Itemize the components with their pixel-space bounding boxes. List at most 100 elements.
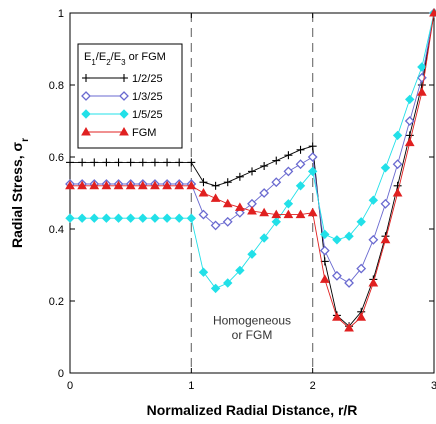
data-point [429,7,436,17]
data-point [307,207,318,217]
legend-marker [82,74,90,82]
data-point [65,213,75,223]
data-point [199,178,208,187]
data-point [247,205,257,215]
data-point [222,198,233,208]
data-point [272,156,281,165]
legend-marker [119,91,129,101]
data-point [283,209,294,219]
data-point [222,216,233,227]
legend-title-part: /E [96,51,106,63]
data-point [320,229,330,240]
data-point [150,213,160,223]
y-tick-label: 0.6 [49,152,64,164]
data-point [210,193,221,202]
data-point [332,270,342,281]
data-point [368,195,379,205]
data-point [307,152,318,162]
data-point [198,267,209,277]
legend-label: 1/5/25 [132,109,163,121]
data-point [392,159,403,170]
data-point [78,158,87,167]
series-2 [65,8,436,294]
legend-marker [119,109,129,119]
y-axis-title-sub: r [20,138,31,142]
data-point [162,213,172,223]
legend-title-part: /E [111,51,121,63]
data-point [138,158,147,167]
legend-entry-0: 1/2/25 [82,73,163,85]
data-point [332,312,342,321]
data-point [174,180,185,190]
region-boundary-lines [190,13,314,373]
data-point [296,145,305,154]
data-point [66,158,74,167]
data-point [295,159,306,170]
plot-frame [69,12,435,374]
x-tick-label: 1 [188,380,194,392]
data-point [319,274,330,283]
legend-entry-3: FGM [81,126,156,139]
data-point [125,213,136,223]
data-point [163,158,172,167]
legend-marker [81,91,91,101]
data-point [235,172,244,181]
data-point [417,62,427,72]
data-point [392,187,403,197]
legend-marker [119,126,129,136]
legend-marker [120,74,128,82]
data-point [113,180,124,190]
legend-title-sub: 3 [121,58,126,67]
data-point [248,167,256,176]
data-point [113,213,124,223]
data-point [344,231,354,241]
x-tick-label: 0 [67,380,73,392]
x-axis-title: Normalized Radial Distance, r/R [147,402,358,418]
data-point [162,180,172,190]
data-point [247,249,257,259]
legend-entry-2: 1/5/25 [81,109,163,121]
data-point [259,188,270,198]
data-point [319,245,330,256]
data-point [138,213,148,223]
data-point [283,166,294,177]
data-point [223,278,233,288]
data-point [344,322,354,332]
data-point [77,180,87,190]
data-point [356,312,367,321]
legend-label: 1/2/25 [132,73,163,85]
data-point [295,181,306,191]
data-point [307,166,318,177]
legend-title-part: E [84,51,91,63]
data-point [405,94,415,105]
data-point [344,278,354,288]
data-point [320,257,329,266]
data-point [380,234,391,244]
data-point [356,263,367,274]
series-layer [65,7,436,332]
data-point [101,180,112,190]
y-tick-label: 0.4 [49,224,64,236]
data-point [125,180,136,190]
data-point [380,163,391,173]
legend-title-sub: 1 [91,58,96,67]
data-point [271,209,282,219]
y-tick-label: 0 [58,368,64,380]
axis-ticks: 0 1 2 3 0 0.2 0.4 0.6 0.8 1 [49,8,436,392]
data-point [126,158,135,167]
legend-label: FGM [132,127,156,139]
data-point [284,151,293,160]
data-point [380,198,391,209]
legend-entries: 1/2/25 1/3/25 1/5/25 FGM [81,73,163,139]
data-point [259,233,269,243]
data-point [175,158,184,167]
data-point [404,116,415,126]
data-point [271,217,281,227]
legend-title-sub: 2 [106,58,111,67]
data-point [137,180,148,190]
x-tick-label: 2 [310,380,316,392]
data-point [368,234,379,245]
y-tick-label: 0.8 [49,80,64,92]
